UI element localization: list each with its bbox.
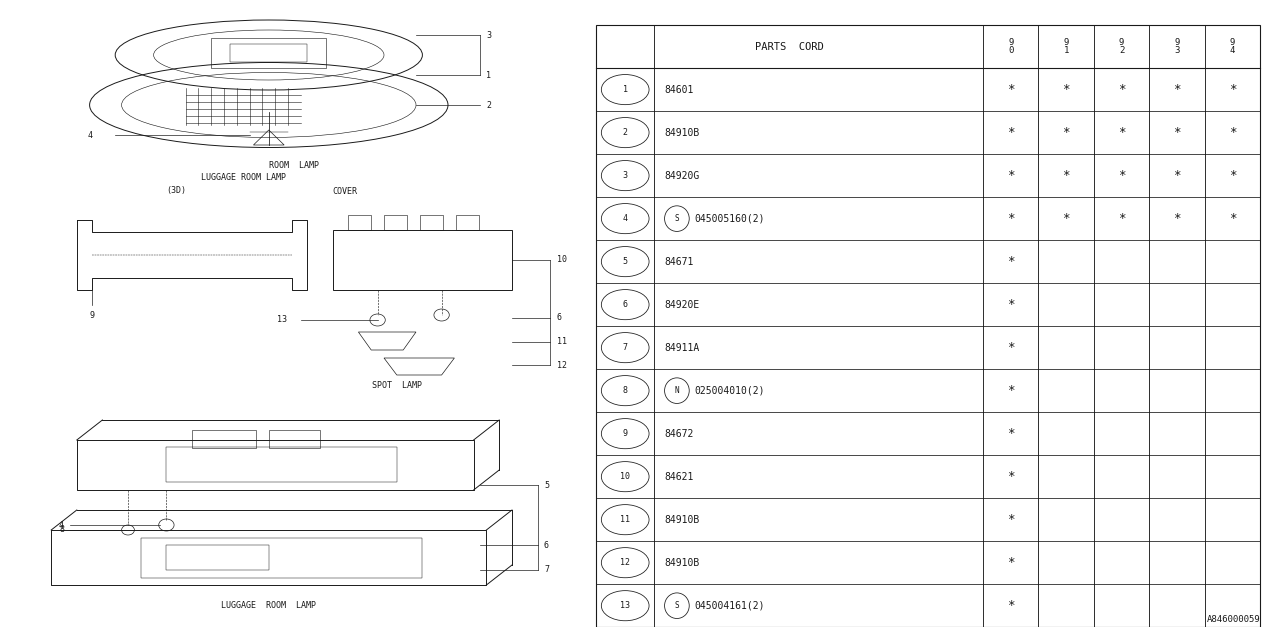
- Text: 84910B: 84910B: [664, 557, 700, 568]
- Text: *: *: [1062, 83, 1070, 96]
- Text: 7: 7: [622, 343, 627, 352]
- Text: 12: 12: [557, 360, 567, 369]
- Text: *: *: [1007, 341, 1015, 354]
- Text: LUGGAGE ROOM LAMP: LUGGAGE ROOM LAMP: [201, 173, 285, 182]
- Text: 045005160(2): 045005160(2): [694, 214, 764, 223]
- Text: 4: 4: [59, 520, 64, 529]
- Bar: [166, 447, 397, 482]
- Text: *: *: [1117, 83, 1125, 96]
- Text: 5: 5: [544, 481, 549, 490]
- Bar: [230, 44, 307, 62]
- Text: *: *: [1229, 126, 1236, 139]
- Text: (3D): (3D): [166, 186, 187, 195]
- Text: 11: 11: [557, 337, 567, 346]
- Text: 2: 2: [486, 100, 492, 109]
- Text: 6: 6: [544, 541, 549, 550]
- Text: 10: 10: [621, 472, 630, 481]
- Text: 9
2: 9 2: [1119, 38, 1124, 55]
- Text: *: *: [1174, 126, 1181, 139]
- Text: *: *: [1062, 169, 1070, 182]
- Text: *: *: [1007, 427, 1015, 440]
- Text: 10: 10: [557, 255, 567, 264]
- Text: 84621: 84621: [664, 472, 694, 482]
- Text: *: *: [1007, 126, 1015, 139]
- Text: 5: 5: [622, 257, 627, 266]
- Bar: [211, 38, 326, 68]
- Text: COVER: COVER: [333, 186, 358, 195]
- Text: S: S: [675, 214, 680, 223]
- Text: *: *: [1174, 83, 1181, 96]
- Text: *: *: [1062, 126, 1070, 139]
- Text: 3: 3: [622, 171, 627, 180]
- Text: SPOT  LAMP: SPOT LAMP: [371, 381, 422, 390]
- Text: LUGGAGE  ROOM  LAMP: LUGGAGE ROOM LAMP: [221, 600, 316, 609]
- Text: 9
4: 9 4: [1230, 38, 1235, 55]
- Text: *: *: [1007, 169, 1015, 182]
- Text: 11: 11: [621, 515, 630, 524]
- Text: 045004161(2): 045004161(2): [694, 601, 764, 611]
- Text: *: *: [1007, 298, 1015, 311]
- Bar: [456, 215, 479, 230]
- Text: *: *: [1229, 83, 1236, 96]
- Text: 84920G: 84920G: [664, 171, 700, 180]
- Text: 84911A: 84911A: [664, 342, 700, 353]
- Text: 13: 13: [621, 601, 630, 610]
- Text: 9: 9: [90, 310, 95, 319]
- Text: *: *: [1007, 255, 1015, 268]
- Text: 1: 1: [486, 70, 492, 79]
- Bar: [269, 430, 320, 448]
- Text: 84910B: 84910B: [664, 127, 700, 138]
- Text: 9: 9: [622, 429, 627, 438]
- Bar: [141, 538, 422, 578]
- Text: *: *: [1007, 83, 1015, 96]
- Text: 1: 1: [622, 85, 627, 94]
- Text: *: *: [1062, 212, 1070, 225]
- Text: *: *: [1174, 169, 1181, 182]
- Text: 2: 2: [622, 128, 627, 137]
- Text: *: *: [1007, 384, 1015, 397]
- Text: *: *: [1007, 556, 1015, 569]
- Text: 13: 13: [276, 316, 287, 324]
- Text: 84601: 84601: [664, 84, 694, 95]
- Text: 9
0: 9 0: [1009, 38, 1014, 55]
- Text: 84920E: 84920E: [664, 300, 700, 310]
- Text: 8: 8: [622, 386, 627, 395]
- Text: 3: 3: [486, 31, 492, 40]
- Bar: [192, 430, 256, 448]
- Text: *: *: [1007, 513, 1015, 526]
- Text: *: *: [1117, 212, 1125, 225]
- Text: N: N: [675, 386, 680, 395]
- Text: ROOM  LAMP: ROOM LAMP: [269, 161, 320, 170]
- Bar: [420, 215, 443, 230]
- Text: *: *: [1229, 169, 1236, 182]
- Text: *: *: [1229, 212, 1236, 225]
- Text: 8: 8: [59, 525, 64, 534]
- Text: 6: 6: [622, 300, 627, 309]
- Text: 9
1: 9 1: [1064, 38, 1069, 55]
- Bar: [384, 215, 407, 230]
- Text: 6: 6: [557, 314, 562, 323]
- Text: *: *: [1007, 212, 1015, 225]
- Text: A846000059: A846000059: [1207, 615, 1261, 624]
- Text: S: S: [675, 601, 680, 610]
- Text: *: *: [1117, 169, 1125, 182]
- Text: 7: 7: [544, 566, 549, 575]
- Text: 12: 12: [621, 558, 630, 567]
- Text: 84672: 84672: [664, 429, 694, 438]
- Text: 84671: 84671: [664, 257, 694, 267]
- Text: 9
3: 9 3: [1175, 38, 1180, 55]
- Text: *: *: [1007, 599, 1015, 612]
- Text: *: *: [1117, 126, 1125, 139]
- Text: 84910B: 84910B: [664, 515, 700, 525]
- Text: 4: 4: [87, 131, 92, 140]
- Text: 4: 4: [622, 214, 627, 223]
- Text: *: *: [1174, 212, 1181, 225]
- Bar: [333, 230, 512, 290]
- Text: *: *: [1007, 470, 1015, 483]
- Bar: [166, 545, 269, 570]
- Text: 025004010(2): 025004010(2): [694, 386, 764, 396]
- Text: PARTS  CORD: PARTS CORD: [755, 42, 824, 52]
- Bar: [348, 215, 371, 230]
